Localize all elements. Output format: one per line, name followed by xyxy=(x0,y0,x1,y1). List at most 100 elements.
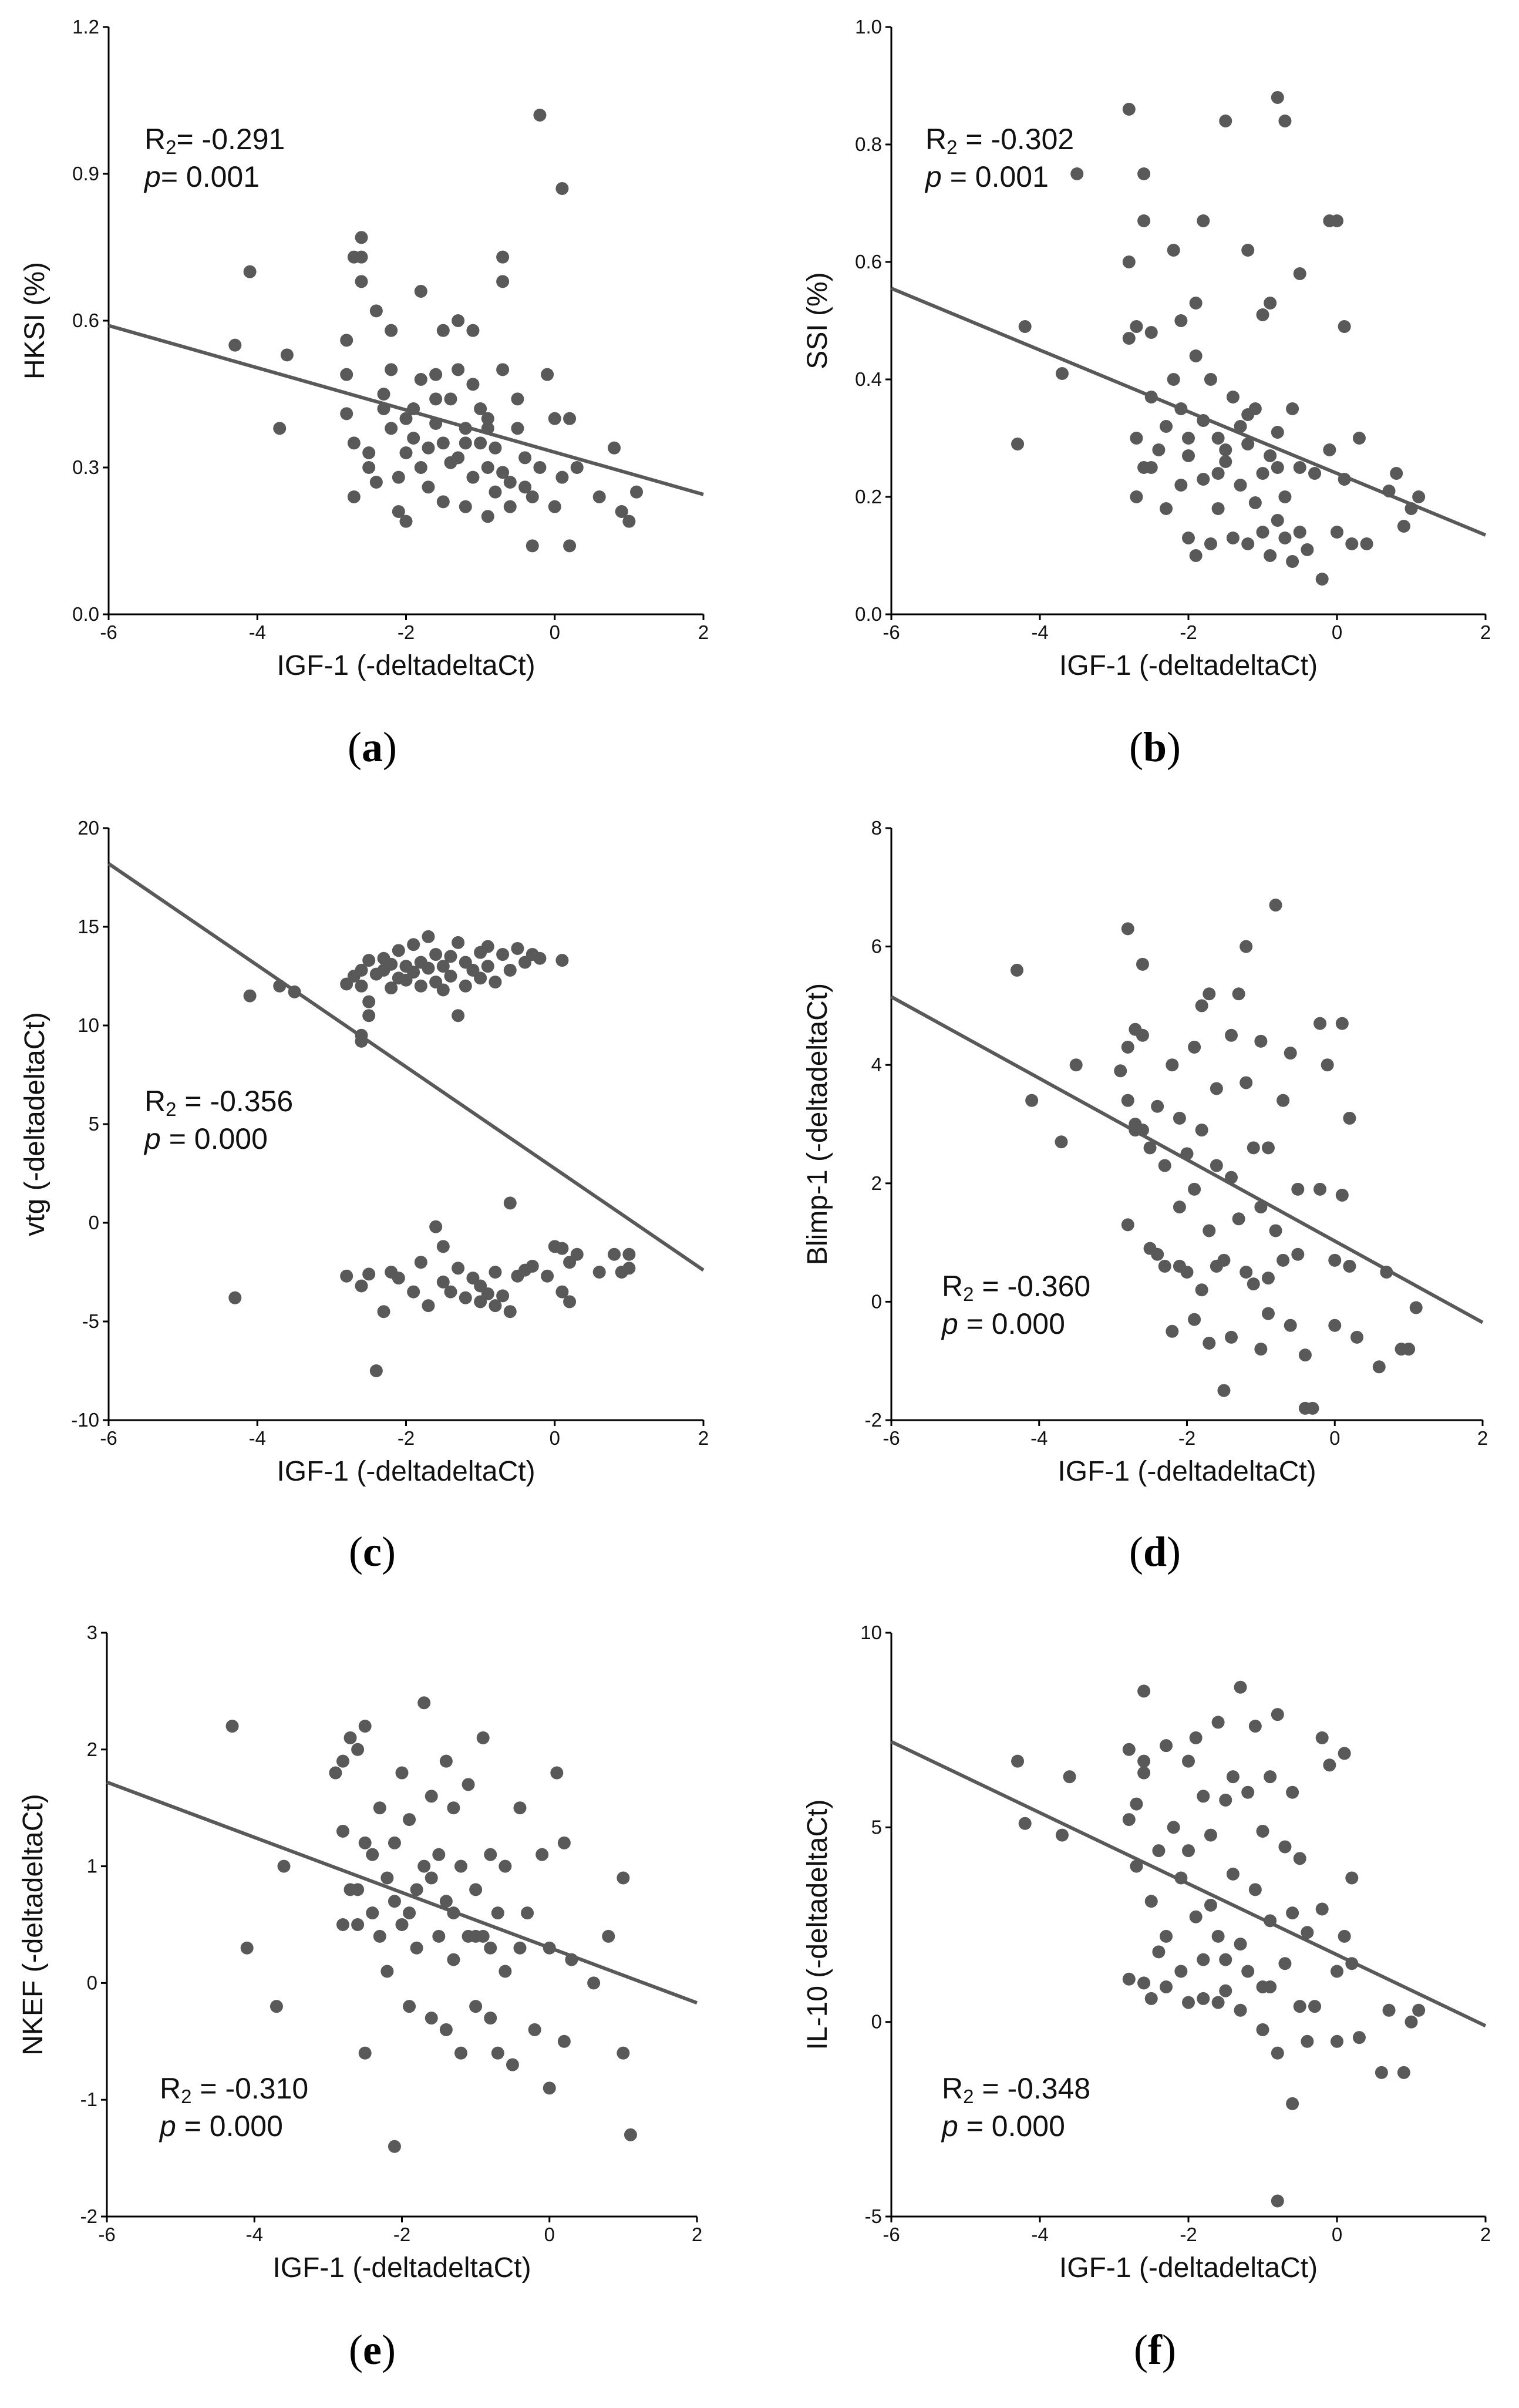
data-point xyxy=(481,412,494,425)
data-point xyxy=(526,539,539,553)
data-point xyxy=(1189,549,1203,562)
chart-panel-a: -6 -4 -2 0 2 0.0 0.3 0.6 0.9 1.2 IGF-1 (-deltadelt… xyxy=(19,16,709,771)
data-point xyxy=(336,1918,349,1931)
data-point xyxy=(1189,1731,1203,1744)
panel-label: (d) xyxy=(1129,1528,1181,1575)
data-point xyxy=(454,1859,467,1873)
data-point xyxy=(489,1299,502,1313)
data-point xyxy=(444,970,457,983)
x-tick-label: -6 xyxy=(883,2224,900,2245)
data-point xyxy=(1225,1028,1238,1042)
data-point xyxy=(403,2000,416,2013)
data-point xyxy=(1211,1929,1225,1943)
data-point xyxy=(1331,2034,1343,2048)
x-tick-label: -6 xyxy=(98,2224,115,2245)
data-point xyxy=(489,485,502,499)
data-point xyxy=(432,1929,446,1943)
data-point xyxy=(395,1918,409,1931)
regression-line xyxy=(890,287,1487,537)
data-point xyxy=(484,2012,497,2025)
y-tick-label: 0.8 xyxy=(855,133,882,155)
data-point xyxy=(503,1196,517,1210)
data-point xyxy=(1158,1159,1171,1172)
data-point xyxy=(459,436,472,450)
data-point xyxy=(617,2046,630,2060)
y-axis-label: IL-10 (-deltadeltaCt) xyxy=(802,1800,833,2050)
x-tick-label: 2 xyxy=(698,621,709,643)
data-point xyxy=(1204,373,1217,386)
data-point xyxy=(1167,244,1180,257)
data-point xyxy=(511,392,524,406)
data-point xyxy=(1160,1739,1173,1753)
data-point xyxy=(1298,1348,1312,1362)
data-point xyxy=(1211,467,1225,480)
data-point xyxy=(1174,1965,1188,1978)
data-point xyxy=(1234,2003,1247,2017)
data-point xyxy=(1232,1212,1245,1226)
y-tick-label: 10 xyxy=(860,1622,882,1643)
data-point xyxy=(1256,2023,1269,2036)
data-point xyxy=(1240,1266,1253,1279)
x-tick-label: -6 xyxy=(883,621,900,643)
data-point xyxy=(385,422,398,435)
data-point xyxy=(563,539,577,553)
data-point xyxy=(1254,1034,1268,1048)
p-value-annotation: p = 0.001 xyxy=(924,160,1049,193)
data-point xyxy=(377,1305,390,1319)
data-point xyxy=(373,1929,386,1943)
data-point xyxy=(469,2000,483,2013)
data-point xyxy=(1301,1926,1314,1939)
data-point xyxy=(439,2023,453,2036)
data-point xyxy=(403,1906,416,1920)
data-point xyxy=(592,1266,606,1279)
data-point xyxy=(380,1871,394,1885)
data-point xyxy=(1352,432,1366,445)
data-point xyxy=(1284,1047,1297,1060)
data-point xyxy=(429,948,443,961)
data-point xyxy=(454,2046,467,2060)
data-point xyxy=(1010,963,1023,977)
data-point xyxy=(1269,899,1282,912)
data-point xyxy=(452,1262,465,1275)
p-value-annotation: p = 0.000 xyxy=(159,2110,283,2143)
data-point xyxy=(555,1285,569,1299)
y-tick-label: 0.9 xyxy=(72,163,99,184)
data-point xyxy=(273,422,287,435)
data-point xyxy=(535,1848,549,1861)
data-point xyxy=(1188,1182,1201,1196)
x-axis-label: IGF-1 (-deltadeltaCt) xyxy=(1057,1456,1316,1487)
data-point xyxy=(1313,1017,1327,1030)
data-point xyxy=(496,1289,510,1303)
data-point xyxy=(1122,255,1136,268)
data-point xyxy=(1331,214,1343,227)
data-point xyxy=(1264,297,1277,310)
data-point xyxy=(425,1871,438,1885)
y-tick-label: 0.3 xyxy=(72,456,99,478)
p-value-annotation: p = 0.000 xyxy=(941,1307,1065,1340)
data-point xyxy=(362,995,376,1008)
data-point xyxy=(1137,167,1151,180)
data-point xyxy=(1182,532,1195,544)
data-point xyxy=(1167,1821,1180,1834)
data-point xyxy=(1308,2000,1322,2013)
x-axis-label: IGF-1 (-deltadeltaCt) xyxy=(1059,2252,1318,2283)
panel-label: (b) xyxy=(1129,724,1181,771)
data-point xyxy=(557,2034,571,2048)
data-point xyxy=(622,1247,636,1261)
data-point xyxy=(369,476,383,489)
data-point xyxy=(410,1941,423,1955)
data-point xyxy=(1352,2031,1366,2044)
data-point xyxy=(1412,490,1426,503)
data-point xyxy=(1409,1301,1423,1314)
y-tick-label: 0.6 xyxy=(72,310,99,331)
x-tick-label: -2 xyxy=(398,621,415,643)
data-point xyxy=(385,324,398,337)
x-tick-label: -4 xyxy=(249,1427,266,1449)
data-point xyxy=(466,324,480,337)
data-point xyxy=(1152,1844,1166,1858)
chart-panel-f: -6 -4 -2 0 2 -5 0 5 10 IGF-1 (-deltadeltaCt) IL-10… xyxy=(802,1622,1491,2373)
y-axis-label: vtg (-deltadeltaCt) xyxy=(19,1012,50,1236)
data-point xyxy=(1402,1343,1416,1356)
data-point xyxy=(1306,1401,1319,1415)
